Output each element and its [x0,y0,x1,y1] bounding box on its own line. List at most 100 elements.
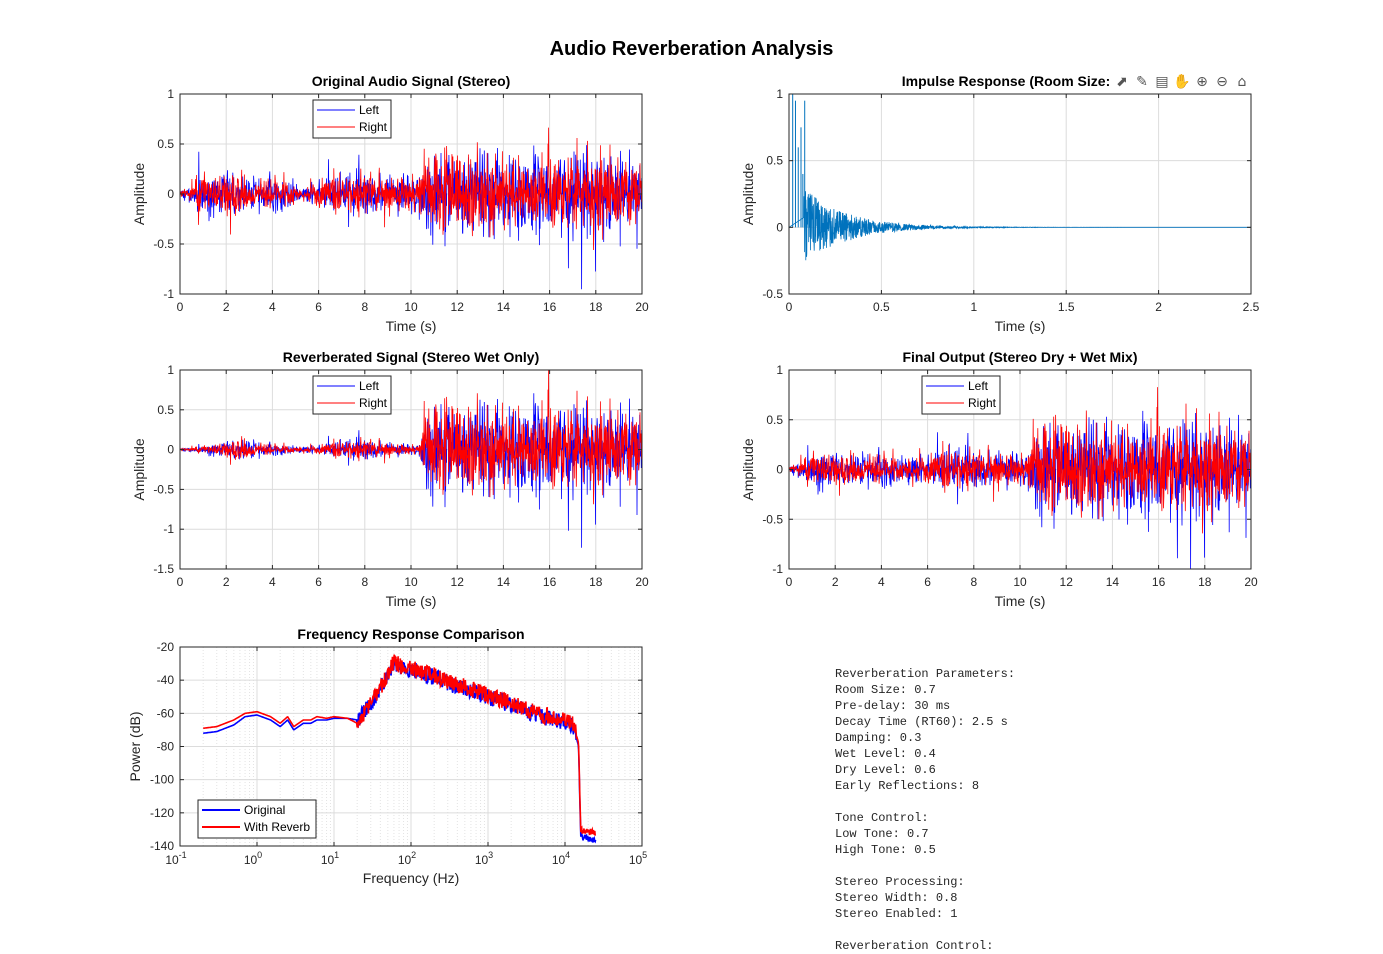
impulse-tail-line [789,191,1251,261]
plot-series [203,654,597,844]
legend-entry: Left [359,103,380,117]
y-tick-label: 0.5 [766,413,783,427]
plot-area [789,94,1251,294]
x-tick-label: 4 [878,575,885,589]
x-tick-label: 2.5 [1243,300,1260,314]
x-tick-label: 10 [404,300,418,314]
y-axis-label: Amplitude [740,163,756,225]
y-tick-label: 0.5 [766,154,783,168]
x-tick-label: 14 [497,575,511,589]
x-tick-label: 12 [1060,575,1074,589]
x-tick-label: 2 [832,575,839,589]
y-tick-label: 0 [167,187,174,201]
y-tick-label: -20 [157,640,175,654]
zoom-out-icon[interactable]: ⊖ [1216,74,1228,90]
y-tick-label: -0.5 [153,482,174,496]
legend: Original With Reverb [197,799,317,839]
x-tick-label: 2 [1155,300,1162,314]
x-tick-label: 18 [589,300,603,314]
legend: Left Right [312,99,392,139]
x-axis-label: Time (s) [995,593,1046,609]
x-tick-label: 0 [786,300,793,314]
axes-title: Reverberated Signal (Stereo Wet Only) [283,349,539,365]
legend-box [921,375,1001,415]
x-tick-label: 0.5 [873,300,890,314]
y-tick-label: 1 [167,363,174,377]
x-tick-label: 10-1 [165,850,186,867]
series-right-line [180,370,642,505]
y-tick-label: -40 [157,673,175,687]
x-tick-label: 2 [223,575,230,589]
axes-title: Impulse Response (Room Size: 0.7) [902,73,1139,89]
x-tick-label: 6 [315,300,322,314]
brush-icon[interactable]: ✎ [1136,74,1148,90]
x-tick-label: 0 [177,575,184,589]
x-tick-label: 8 [361,300,368,314]
legend: Left Right [312,375,392,415]
y-axis-label: Amplitude [740,438,756,500]
x-tick-label: 1.5 [1058,300,1075,314]
y-tick-label: -140 [150,839,174,853]
x-tick-label: 101 [321,850,339,867]
series-right-line [789,387,1251,534]
x-tick-label: 20 [635,300,649,314]
x-tick-label: 10 [1013,575,1027,589]
x-tick-label: 4 [269,300,276,314]
series-right-line [180,127,642,251]
legend-box [312,99,392,139]
y-tick-label: 1 [167,87,174,101]
axes-final: 0 2 4 6 8 10 12 14 16 18 20 -1 -0.5 0 0.5 1 Final Output… [740,349,1258,609]
x-tick-label: 10 [404,575,418,589]
y-tick-label: 1 [776,363,783,377]
plot-series [789,387,1251,569]
y-tick-label: -0.5 [762,287,783,301]
plot-series [180,127,642,290]
y-tick-label: -120 [150,806,174,820]
x-tick-label: 6 [924,575,931,589]
pan-icon[interactable]: ✋ [1173,74,1191,90]
legend-entry: Original [244,803,285,817]
y-tick-label: -1 [772,562,783,576]
x-tick-label: 103 [475,850,493,867]
y-tick-label: -100 [150,773,174,787]
y-tick-label: -1.5 [153,562,174,576]
x-axis-label: Time (s) [386,593,437,609]
y-tick-label: -1 [163,287,174,301]
x-axis-label: Time (s) [995,318,1046,334]
x-tick-label: 16 [543,300,557,314]
axes-freq: 10-1 100 101 102 103 104 105 -140 -120 -100 -80 -60… [127,626,647,886]
x-tick-label: 14 [1106,575,1120,589]
home-icon[interactable]: ⌂ [1237,74,1247,90]
axes-title: Frequency Response Comparison [297,626,524,642]
y-tick-label: 1 [776,87,783,101]
parameters-text: Reverberation Parameters: Room Size: 0.7… [835,667,1016,953]
zoom-in-icon[interactable]: ⊕ [1196,74,1208,90]
series-with-reverb-line [203,654,597,837]
x-tick-label: 12 [451,300,465,314]
axes-toolbar: ⬈ ✎ ▤ ✋ ⊕ ⊖ ⌂ [1111,72,1254,92]
plot-series [180,370,642,548]
x-tick-label: 105 [629,850,647,867]
y-tick-label: 0 [776,220,783,234]
legend-entry: Right [359,120,388,134]
x-tick-label: 8 [970,575,977,589]
legend-box [312,375,392,415]
x-tick-label: 4 [269,575,276,589]
x-tick-label: 20 [635,575,649,589]
datatip-icon[interactable]: ▤ [1155,74,1169,90]
x-tick-label: 14 [497,300,511,314]
y-axis-label: Amplitude [131,163,147,225]
y-tick-label: 0 [776,463,783,477]
x-tick-label: 20 [1244,575,1258,589]
y-axis-label: Amplitude [131,438,147,500]
export-icon[interactable]: ⬈ [1116,74,1128,90]
x-tick-label: 1 [970,300,977,314]
x-tick-label: 100 [244,850,262,867]
x-tick-label: 12 [451,575,465,589]
legend-entry: Left [359,379,380,393]
y-tick-label: -0.5 [153,237,174,251]
axes-wet: 0 2 4 6 8 10 12 14 16 18 20 -1.5 -1 -0.5 0 0.5 1 Reverber… [131,349,649,609]
figure-title: Audio Reverberation Analysis [549,38,834,60]
